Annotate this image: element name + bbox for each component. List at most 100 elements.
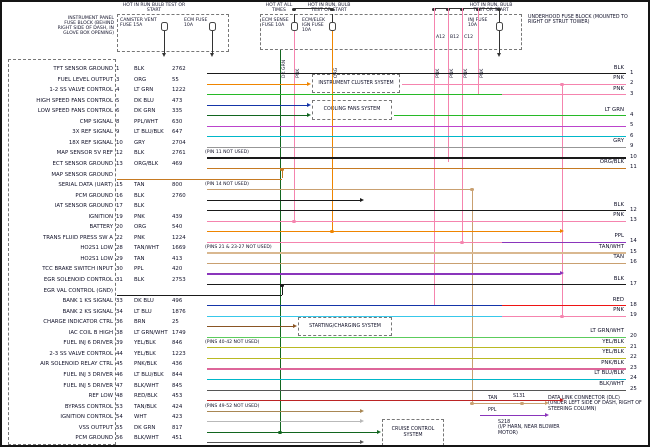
arrowhead-icon bbox=[360, 440, 364, 445]
circuit-number: 453 bbox=[172, 393, 183, 400]
wire-color-label: LT BLU bbox=[134, 308, 152, 315]
circuit-number: 2762 bbox=[172, 66, 186, 72]
wire-line-vertical bbox=[434, 8, 436, 306]
hot-feed-label: HOT AT ALL TIMES bbox=[265, 3, 293, 14]
pin-number: 30 bbox=[116, 266, 123, 273]
wire-color-label: BLK bbox=[134, 150, 145, 157]
wire-color-label: TAN bbox=[134, 182, 145, 189]
s218-title: S218 bbox=[498, 420, 511, 425]
wire-color-label: LT BLU/BLK bbox=[134, 371, 164, 378]
wire-line-vertical bbox=[472, 189, 474, 403]
pin-number: 13 bbox=[116, 160, 123, 167]
pin-number: 4 bbox=[116, 87, 120, 94]
pin-number: 55 bbox=[116, 424, 123, 431]
wire-color-label: PNK bbox=[134, 234, 145, 241]
wire-color-label: BLK/WHT bbox=[134, 382, 159, 389]
circuit-number: 436 bbox=[172, 361, 183, 368]
row-label: 1-2 SS VALVE CONTROL bbox=[49, 87, 113, 94]
right-wire-color-label: LT GRN bbox=[604, 106, 624, 113]
right-wire-color-label: BLK bbox=[613, 201, 624, 208]
wire-color-label: TAN bbox=[134, 255, 145, 262]
fuse-label: ECM SENSE FUSE 10A bbox=[262, 18, 289, 29]
data-link-connector-label: DATA LINK CONNECTOR (DLC) (UNDER LEFT SI… bbox=[548, 396, 644, 412]
circuit-number: 2761 bbox=[172, 150, 186, 157]
circuit-number: 496 bbox=[172, 298, 183, 305]
right-wire-color-label: LT BLU/BLK bbox=[594, 370, 624, 377]
wire-color-label: DK BLU bbox=[134, 97, 154, 104]
wire-line bbox=[207, 252, 626, 254]
wire-line-vertical bbox=[562, 83, 564, 316]
junction-dot bbox=[476, 7, 480, 11]
wire-color-tag: DK GRN bbox=[282, 59, 287, 78]
wire-line bbox=[207, 357, 626, 360]
dlc-title: DATA LINK CONNECTOR (DLC) bbox=[548, 396, 620, 401]
row-label: HO2S1 LOW bbox=[80, 255, 113, 262]
pin-number: 53 bbox=[116, 403, 123, 410]
row-label: IAC COIL B HIGH bbox=[68, 329, 113, 336]
fuse-icon bbox=[160, 22, 168, 31]
arrowhead-icon bbox=[307, 102, 311, 107]
circuit-number: 844 bbox=[172, 371, 183, 378]
pin-number: 20 bbox=[116, 224, 123, 231]
pin-number: 5 bbox=[116, 97, 120, 104]
right-pin-number: 23 bbox=[630, 364, 637, 371]
circuit-number: 424 bbox=[172, 403, 183, 410]
hot-feed-label: HOT IN RUN, BULB TEST OR START bbox=[307, 3, 351, 14]
junction-dot bbox=[497, 7, 501, 11]
junction-dot bbox=[460, 7, 464, 11]
fuse-icon bbox=[208, 22, 216, 31]
not-used-note: (PIN 11 NOT USED) bbox=[205, 150, 249, 156]
pin-number: 47 bbox=[116, 382, 123, 389]
pin-number: 15 bbox=[116, 182, 123, 189]
row-label: SERIAL DATA (UART) bbox=[58, 182, 113, 189]
underhood-fuse-block-label: UNDERHOOD FUSE BLOCK (MOUNTED TO RIGHT O… bbox=[528, 15, 628, 26]
wire-line-vertical bbox=[164, 31, 166, 53]
cooling-fans-system-label: COOLING FANS SYSTEM bbox=[323, 107, 381, 113]
wire-color-label: LT GRN bbox=[134, 87, 154, 94]
pin-number: 3 bbox=[116, 76, 120, 83]
right-pin-number: 9 bbox=[630, 143, 634, 150]
row-label: IGNITION CONTROL bbox=[60, 414, 113, 421]
dlc-tan-wire-label: TAN bbox=[488, 396, 498, 401]
wire-color-label: DK BLU bbox=[134, 298, 154, 305]
wire-line bbox=[117, 178, 282, 180]
arrowhead-icon bbox=[496, 53, 501, 57]
circuit-number: 817 bbox=[172, 424, 183, 431]
wire-color-label: YEL/BLK bbox=[134, 350, 156, 357]
circuit-number: 1876 bbox=[172, 308, 186, 315]
instrument-panel-fuse-block-box bbox=[117, 14, 229, 52]
arrowhead-icon bbox=[209, 53, 214, 57]
wire-color-label: DK GRN bbox=[134, 424, 156, 431]
instrument-cluster-system-box: INSTRUMENT CLUSTER SYSTEM bbox=[312, 74, 400, 93]
row-label: HO2S1 LOW bbox=[80, 245, 113, 252]
pin-number: 44 bbox=[116, 350, 123, 357]
fuse-label: ECM/ELEK IGN FUSE 10A bbox=[302, 18, 325, 34]
pin-number: 19 bbox=[116, 213, 123, 220]
wire-color-label: PPL bbox=[134, 266, 144, 273]
arrowhead-icon bbox=[560, 398, 564, 403]
arrowhead-icon bbox=[560, 271, 564, 276]
row-label: BATTERY bbox=[89, 224, 113, 231]
wire-color-label: PNK bbox=[134, 213, 145, 220]
row-label: 18X REF SIGNAL bbox=[68, 139, 113, 146]
wire-color-label: DK GRN bbox=[134, 108, 156, 115]
arrowhead-icon bbox=[293, 324, 297, 329]
pin-number: 31 bbox=[116, 277, 123, 283]
instrument-cluster-system-label: INSTRUMENT CLUSTER SYSTEM bbox=[318, 80, 394, 86]
right-pin-number: 16 bbox=[630, 259, 637, 266]
right-pin-number: 11 bbox=[630, 164, 637, 171]
row-label: PCM GROUND bbox=[75, 192, 113, 199]
circuit-number: 1222 bbox=[172, 87, 186, 94]
arrowhead-icon bbox=[360, 408, 364, 413]
right-wire-color-label: BLK/WHT bbox=[599, 381, 624, 387]
row-label: REF LOW bbox=[88, 393, 113, 400]
wire-line bbox=[207, 315, 502, 317]
junction-dot bbox=[280, 283, 284, 287]
not-used-note: (PINS 21 & 23-27 NOT USED) bbox=[205, 245, 272, 251]
not-used-note: (PIN 14 NOT USED) bbox=[205, 182, 249, 188]
right-pin-number: 17 bbox=[630, 280, 637, 287]
right-pin-number: 1 bbox=[630, 69, 634, 76]
wire-line bbox=[207, 136, 626, 138]
right-wire-color-label: PNK bbox=[613, 307, 624, 314]
wire-line bbox=[207, 389, 626, 391]
